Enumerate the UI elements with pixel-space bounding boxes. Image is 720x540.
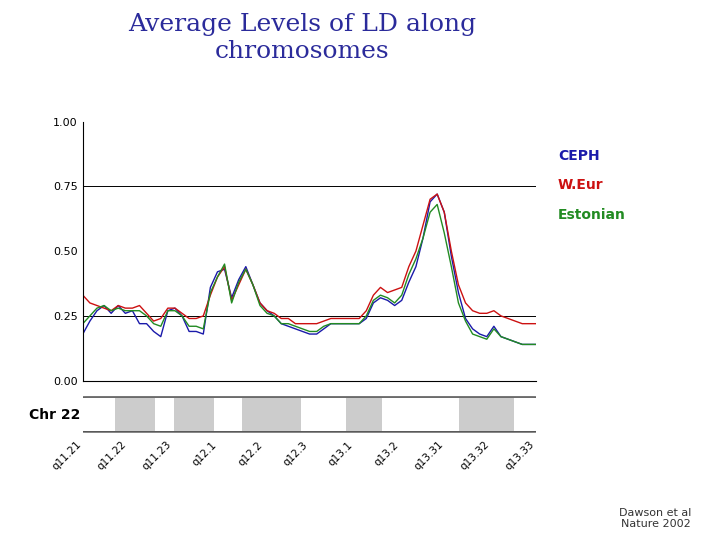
Bar [242, 399, 300, 431]
FancyBboxPatch shape [73, 397, 546, 432]
Bar [114, 399, 156, 431]
Text: q12.3: q12.3 [282, 440, 310, 468]
Text: q13.1: q13.1 [327, 440, 355, 468]
Text: q11.23: q11.23 [140, 440, 174, 472]
Text: q12.2: q12.2 [236, 440, 264, 468]
Text: q11.21: q11.21 [50, 440, 83, 472]
Text: Estonian: Estonian [558, 208, 626, 222]
Text: q12.1: q12.1 [191, 440, 219, 468]
Bar [459, 399, 513, 431]
Text: Chr 22: Chr 22 [29, 408, 80, 422]
Bar [346, 399, 382, 431]
Text: CEPH: CEPH [558, 148, 600, 163]
Text: Average Levels of LD along
chromosomes: Average Levels of LD along chromosomes [128, 14, 477, 63]
Bar [174, 399, 215, 431]
Text: q13.31: q13.31 [413, 440, 446, 472]
Text: W.Eur: W.Eur [558, 178, 603, 192]
Text: q13.2: q13.2 [372, 440, 400, 468]
Text: q13.32: q13.32 [458, 440, 491, 472]
Text: q13.33: q13.33 [503, 440, 536, 472]
Text: q11.22: q11.22 [95, 440, 128, 472]
Text: Dawson et al
Nature 2002: Dawson et al Nature 2002 [618, 508, 691, 529]
